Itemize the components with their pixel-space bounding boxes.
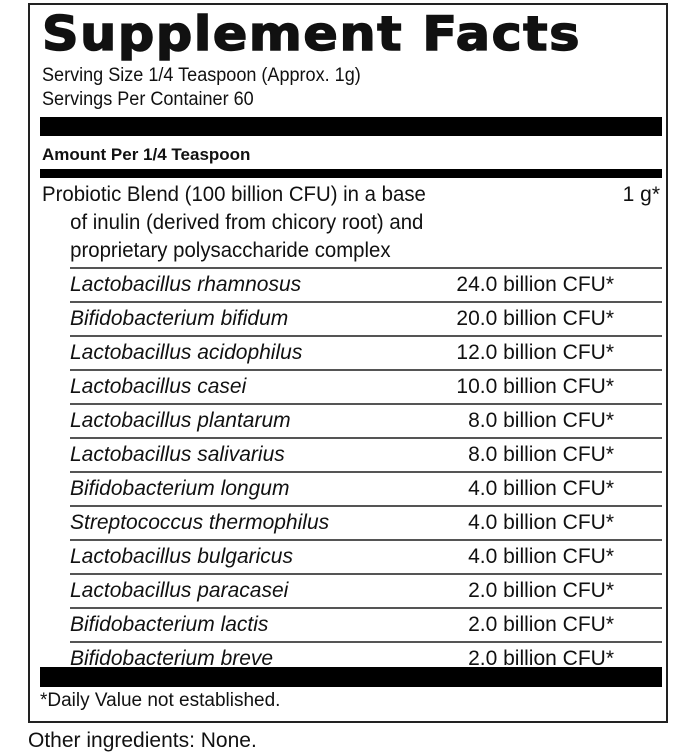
ingredient-amount: 2.0 billion CFU* [468,647,614,670]
ingredient-amount: 24.0 billion CFU* [456,273,614,296]
ingredient-name: Lactobacillus plantarum [70,409,291,432]
ingredient-amount: 4.0 billion CFU* [468,545,614,568]
ingredient-name: Lactobacillus salivarius [70,443,285,466]
ingredient-name: Lactobacillus bulgaricus [70,545,293,568]
footnote: *Daily Value not established. [40,690,281,711]
ingredient-name: Lactobacillus casei [70,375,247,398]
ingredient-row: Lactobacillus rhamnosus 24.0 billion CFU* [70,267,662,301]
ingredient-list: Lactobacillus rhamnosus 24.0 billion CFU*… [70,267,662,675]
thick-divider [40,667,662,687]
supplement-facts-panel: Supplement Facts Serving Size 1/4 Teaspo… [28,3,668,723]
ingredient-row: Lactobacillus bulgaricus 4.0 billion CFU* [70,539,662,573]
ingredient-row: Streptococcus thermophilus 4.0 billion CF… [70,505,662,539]
amount-header: Amount Per 1/4 Teaspoon [42,145,251,164]
ingredient-amount: 10.0 billion CFU* [456,375,614,398]
ingredient-row: Lactobacillus plantarum 8.0 billion CFU* [70,403,662,437]
serving-size: Serving Size 1/4 Teaspoon (Approx. 1g) [42,65,361,86]
ingredient-row: Lactobacillus paracasei 2.0 billion CFU* [70,573,662,607]
ingredient-name: Bifidobacterium bifidum [70,307,289,330]
ingredient-amount: 4.0 billion CFU* [468,477,614,500]
ingredient-row: Bifidobacterium breve 2.0 billion CFU* [70,641,662,675]
ingredient-amount: 4.0 billion CFU* [468,511,614,534]
ingredient-row: Bifidobacterium bifidum 20.0 billion CFU* [70,301,662,335]
servings-per-container: Servings Per Container 60 [42,89,254,110]
ingredient-name: Lactobacillus acidophilus [70,341,303,364]
ingredient-amount: 8.0 billion CFU* [468,443,614,466]
ingredient-amount: 12.0 billion CFU* [456,341,614,364]
ingredient-row: Lactobacillus casei 10.0 billion CFU* [70,369,662,403]
blend-line: of inulin (derived from chicory root) an… [70,211,424,234]
ingredient-row: Bifidobacterium longum 4.0 billion CFU* [70,471,662,505]
ingredient-amount: 2.0 billion CFU* [468,579,614,602]
ingredient-name: Bifidobacterium lactis [70,613,269,636]
blend-line: Probiotic Blend (100 billion CFU) in a b… [42,183,426,206]
ingredient-row: Bifidobacterium lactis 2.0 billion CFU* [70,607,662,641]
thick-divider [40,117,662,136]
ingredient-row: Lactobacillus salivarius 8.0 billion CFU* [70,437,662,471]
ingredient-amount: 8.0 billion CFU* [468,409,614,432]
ingredient-amount: 2.0 billion CFU* [468,613,614,636]
other-ingredients: Other ingredients: None. [28,729,257,752]
blend-amount: 1 g* [622,183,660,206]
ingredient-name: Streptococcus thermophilus [70,511,330,534]
ingredient-name: Lactobacillus rhamnosus [70,273,302,296]
ingredient-row: Lactobacillus acidophilus 12.0 billion CF… [70,335,662,369]
ingredient-name: Bifidobacterium longum [70,477,290,500]
panel-title: Supplement Facts [41,6,582,63]
ingredient-amount: 20.0 billion CFU* [456,307,614,330]
ingredient-name: Bifidobacterium breve [70,647,274,670]
ingredient-name: Lactobacillus paracasei [70,579,289,602]
medium-divider [40,169,662,178]
blend-description: Probiotic Blend (100 billion CFU) in a b… [42,181,426,265]
blend-line: proprietary polysaccharide complex [70,239,391,262]
